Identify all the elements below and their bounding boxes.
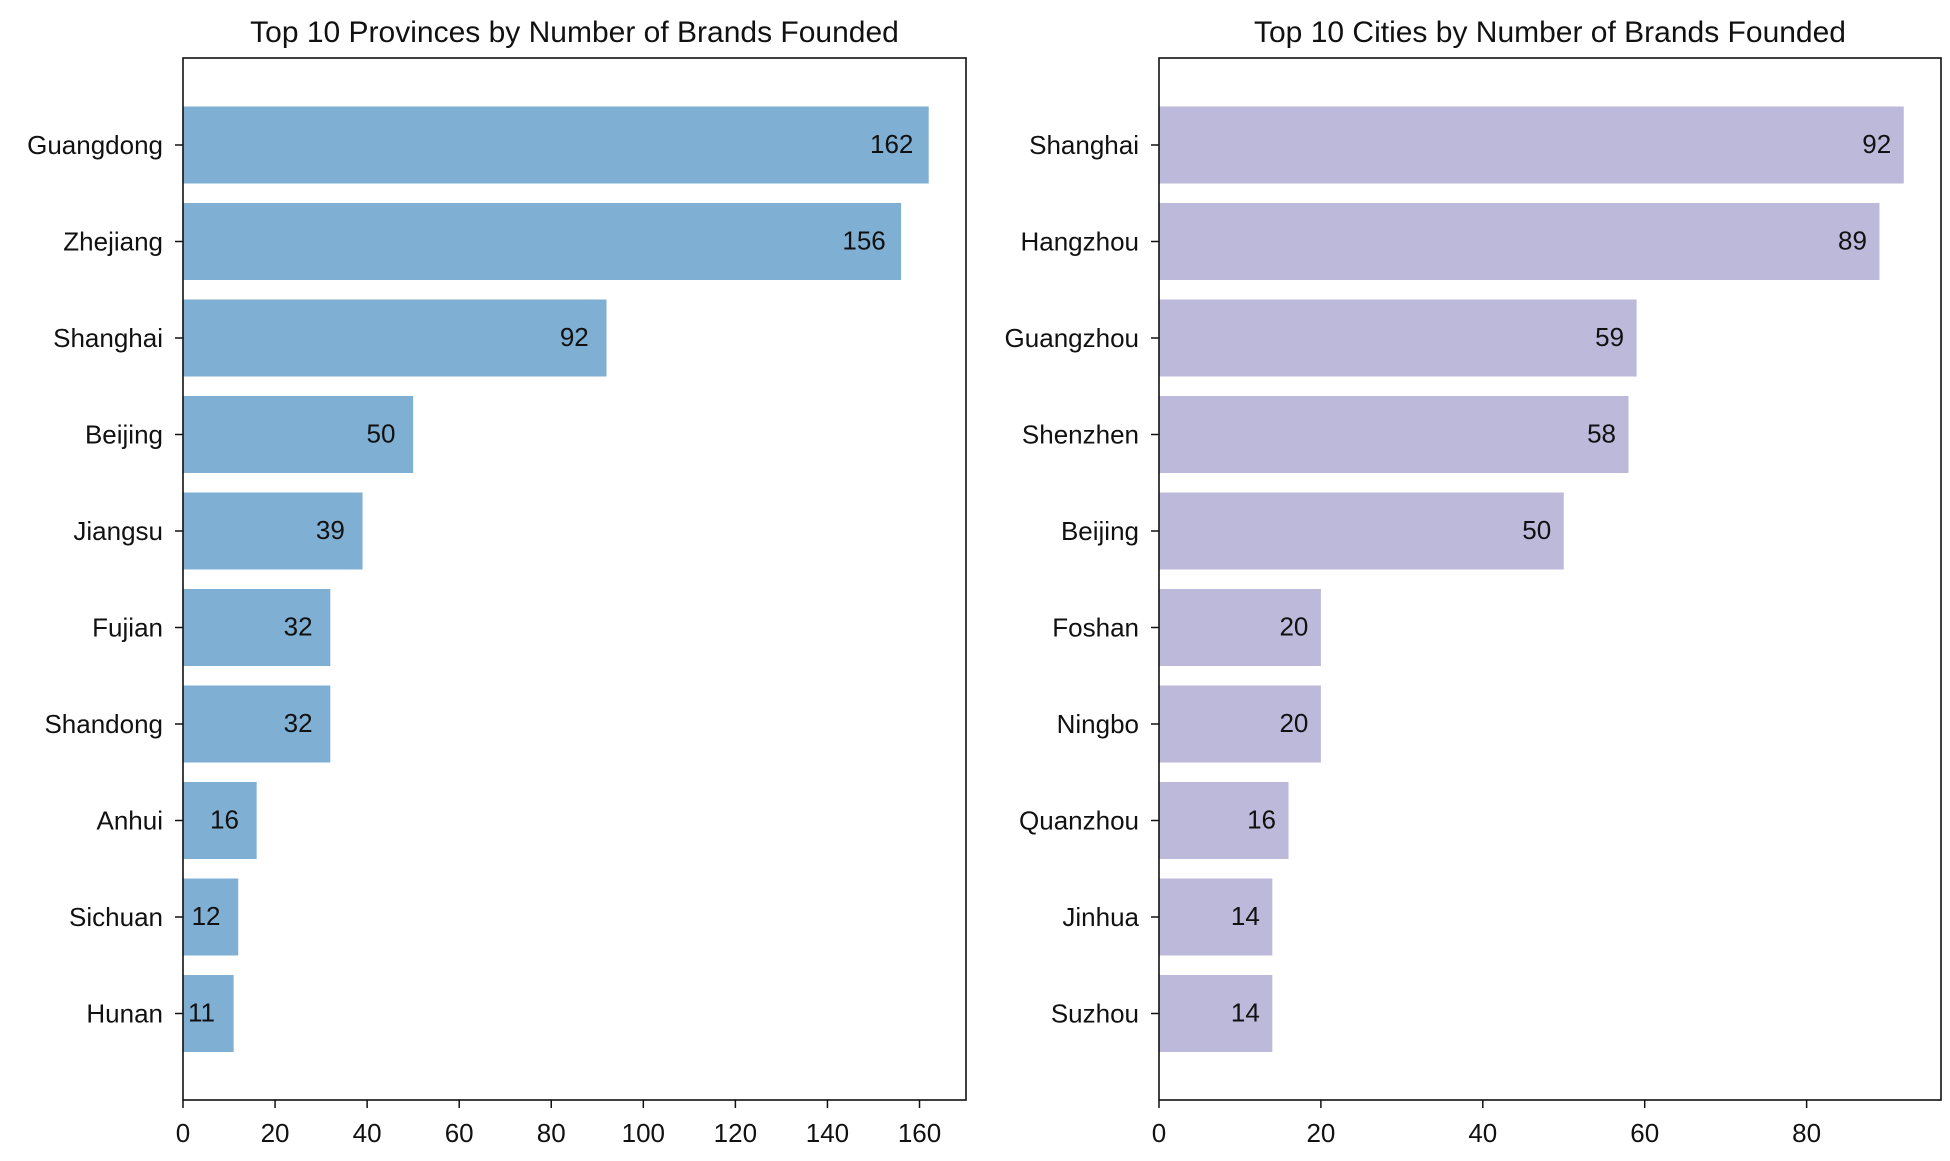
x-tick-label: 160 (898, 1118, 941, 1148)
provinces-chart: Top 10 Provinces by Number of Brands Fou… (27, 16, 967, 1148)
bar (183, 203, 902, 280)
y-tick-label: Hunan (86, 999, 163, 1029)
y-tick-label: Shanghai (1029, 130, 1139, 160)
bar (183, 782, 257, 859)
bar (1159, 878, 1273, 956)
data-label: 59 (1595, 322, 1624, 352)
chart-title: Top 10 Provinces by Number of Brands Fou… (250, 16, 899, 49)
x-tick-label: 20 (1306, 1118, 1335, 1148)
bar (1159, 589, 1321, 666)
y-tick-label: Shenzhen (1022, 420, 1139, 450)
x-tick-label: 120 (714, 1118, 757, 1148)
x-tick-label: 40 (353, 1118, 382, 1148)
data-label: 32 (284, 612, 313, 642)
data-label: 92 (1862, 129, 1891, 159)
data-label: 16 (1247, 805, 1276, 835)
y-tick-label: Sichuan (69, 902, 163, 932)
x-tick-label: 80 (1792, 1118, 1821, 1148)
data-label: 16 (210, 805, 239, 835)
chart-title: Top 10 Cities by Number of Brands Founde… (1254, 16, 1846, 49)
bar (1159, 685, 1321, 763)
y-tick-label: Guangzhou (1005, 323, 1139, 353)
data-label: 14 (1231, 901, 1260, 931)
data-label: 89 (1838, 226, 1867, 256)
bar (183, 975, 234, 1052)
bar (183, 299, 607, 377)
data-label: 12 (192, 901, 221, 931)
cities-chart: Top 10 Cities by Number of Brands Founde… (1005, 16, 1942, 1148)
bar (1159, 975, 1273, 1052)
data-label: 156 (842, 226, 885, 256)
data-label: 50 (367, 419, 396, 449)
bar (1159, 299, 1637, 377)
data-label: 58 (1587, 419, 1616, 449)
y-tick-label: Anhui (97, 806, 164, 836)
y-tick-label: Zhejiang (63, 227, 163, 257)
plot-frame (1158, 57, 1942, 1101)
y-tick-label: Shandong (44, 709, 163, 739)
bar (183, 492, 363, 570)
bar (183, 685, 331, 763)
x-tick-label: 40 (1468, 1118, 1497, 1148)
x-tick-label: 60 (445, 1118, 474, 1148)
data-label: 11 (188, 998, 215, 1028)
bar (183, 878, 239, 956)
y-tick-label: Jinhua (1062, 902, 1139, 932)
y-tick-label: Quanzhou (1019, 806, 1139, 836)
x-tick-label: 0 (1152, 1118, 1166, 1148)
bar (183, 396, 414, 473)
data-label: 20 (1279, 612, 1308, 642)
bar (183, 106, 929, 184)
x-tick-label: 0 (176, 1118, 190, 1148)
y-tick-label: Guangdong (27, 130, 163, 160)
bar (1159, 203, 1880, 280)
bar (1159, 492, 1564, 570)
y-tick-label: Beijing (1061, 516, 1139, 546)
bar (1159, 782, 1289, 859)
data-label: 32 (284, 708, 313, 738)
y-tick-label: Foshan (1052, 613, 1139, 643)
y-tick-label: Beijing (85, 420, 163, 450)
x-tick-label: 20 (261, 1118, 290, 1148)
data-label: 92 (560, 322, 589, 352)
x-tick-label: 100 (622, 1118, 665, 1148)
y-tick-label: Suzhou (1051, 999, 1139, 1029)
x-tick-label: 80 (537, 1118, 566, 1148)
y-tick-label: Jiangsu (73, 516, 163, 546)
y-tick-label: Hangzhou (1020, 227, 1139, 257)
data-label: 162 (870, 129, 913, 159)
plot-frame (182, 57, 967, 1101)
data-label: 14 (1231, 998, 1260, 1028)
data-label: 50 (1522, 515, 1551, 545)
bar (183, 589, 331, 666)
data-label: 39 (316, 515, 345, 545)
bar (1159, 396, 1629, 473)
x-tick-label: 140 (806, 1118, 849, 1148)
y-tick-label: Shanghai (53, 323, 163, 353)
y-tick-label: Ningbo (1057, 709, 1139, 739)
data-label: 20 (1279, 708, 1308, 738)
bar (1159, 106, 1904, 184)
y-tick-label: Fujian (92, 613, 163, 643)
x-tick-label: 60 (1630, 1118, 1659, 1148)
